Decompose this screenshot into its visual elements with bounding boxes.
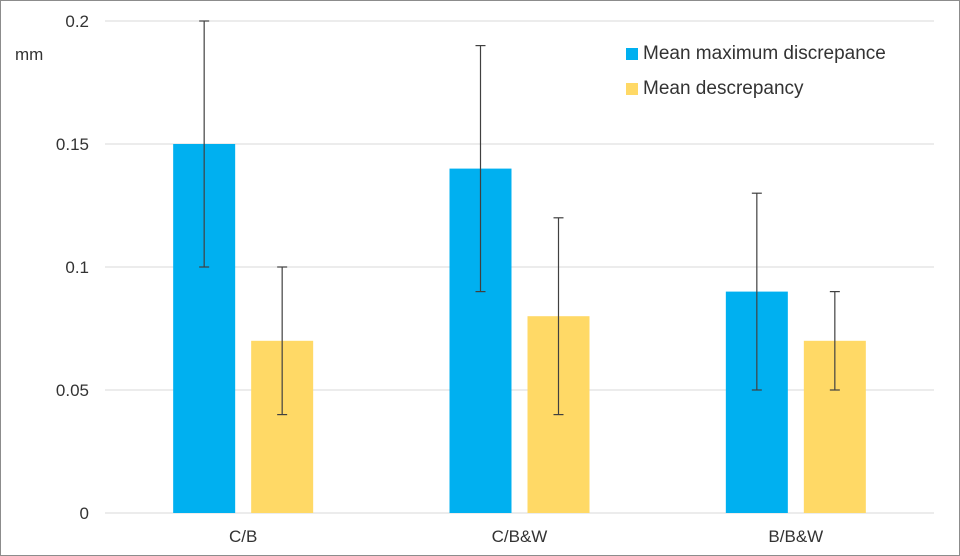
y-tick-label: 0.05 bbox=[56, 381, 89, 400]
legend-label: Mean descrepancy bbox=[643, 78, 804, 99]
y-axis-ticks: 0 0.05 0.1 0.15 0.2 bbox=[56, 12, 89, 523]
legend-swatch bbox=[626, 83, 638, 95]
gridlines bbox=[105, 20, 934, 514]
x-tick-label: C/B bbox=[229, 527, 257, 546]
legend-swatch bbox=[626, 48, 638, 60]
error-bars bbox=[199, 20, 840, 416]
y-tick-label: 0.15 bbox=[56, 135, 89, 154]
y-tick-label: 0 bbox=[80, 504, 89, 523]
x-tick-label: C/B&W bbox=[492, 527, 548, 546]
x-tick-label: B/B&W bbox=[768, 527, 823, 546]
y-tick-label: 0.1 bbox=[65, 258, 89, 277]
y-tick-label: 0.2 bbox=[65, 12, 89, 31]
x-axis-ticks: C/B C/B&W B/B&W bbox=[229, 527, 823, 546]
y-axis-label: mm bbox=[15, 45, 43, 64]
legend-label: Mean maximum discrepance bbox=[643, 43, 886, 64]
bars bbox=[173, 144, 866, 513]
legend: Mean maximum discrepance Mean descrepancy bbox=[626, 43, 886, 99]
